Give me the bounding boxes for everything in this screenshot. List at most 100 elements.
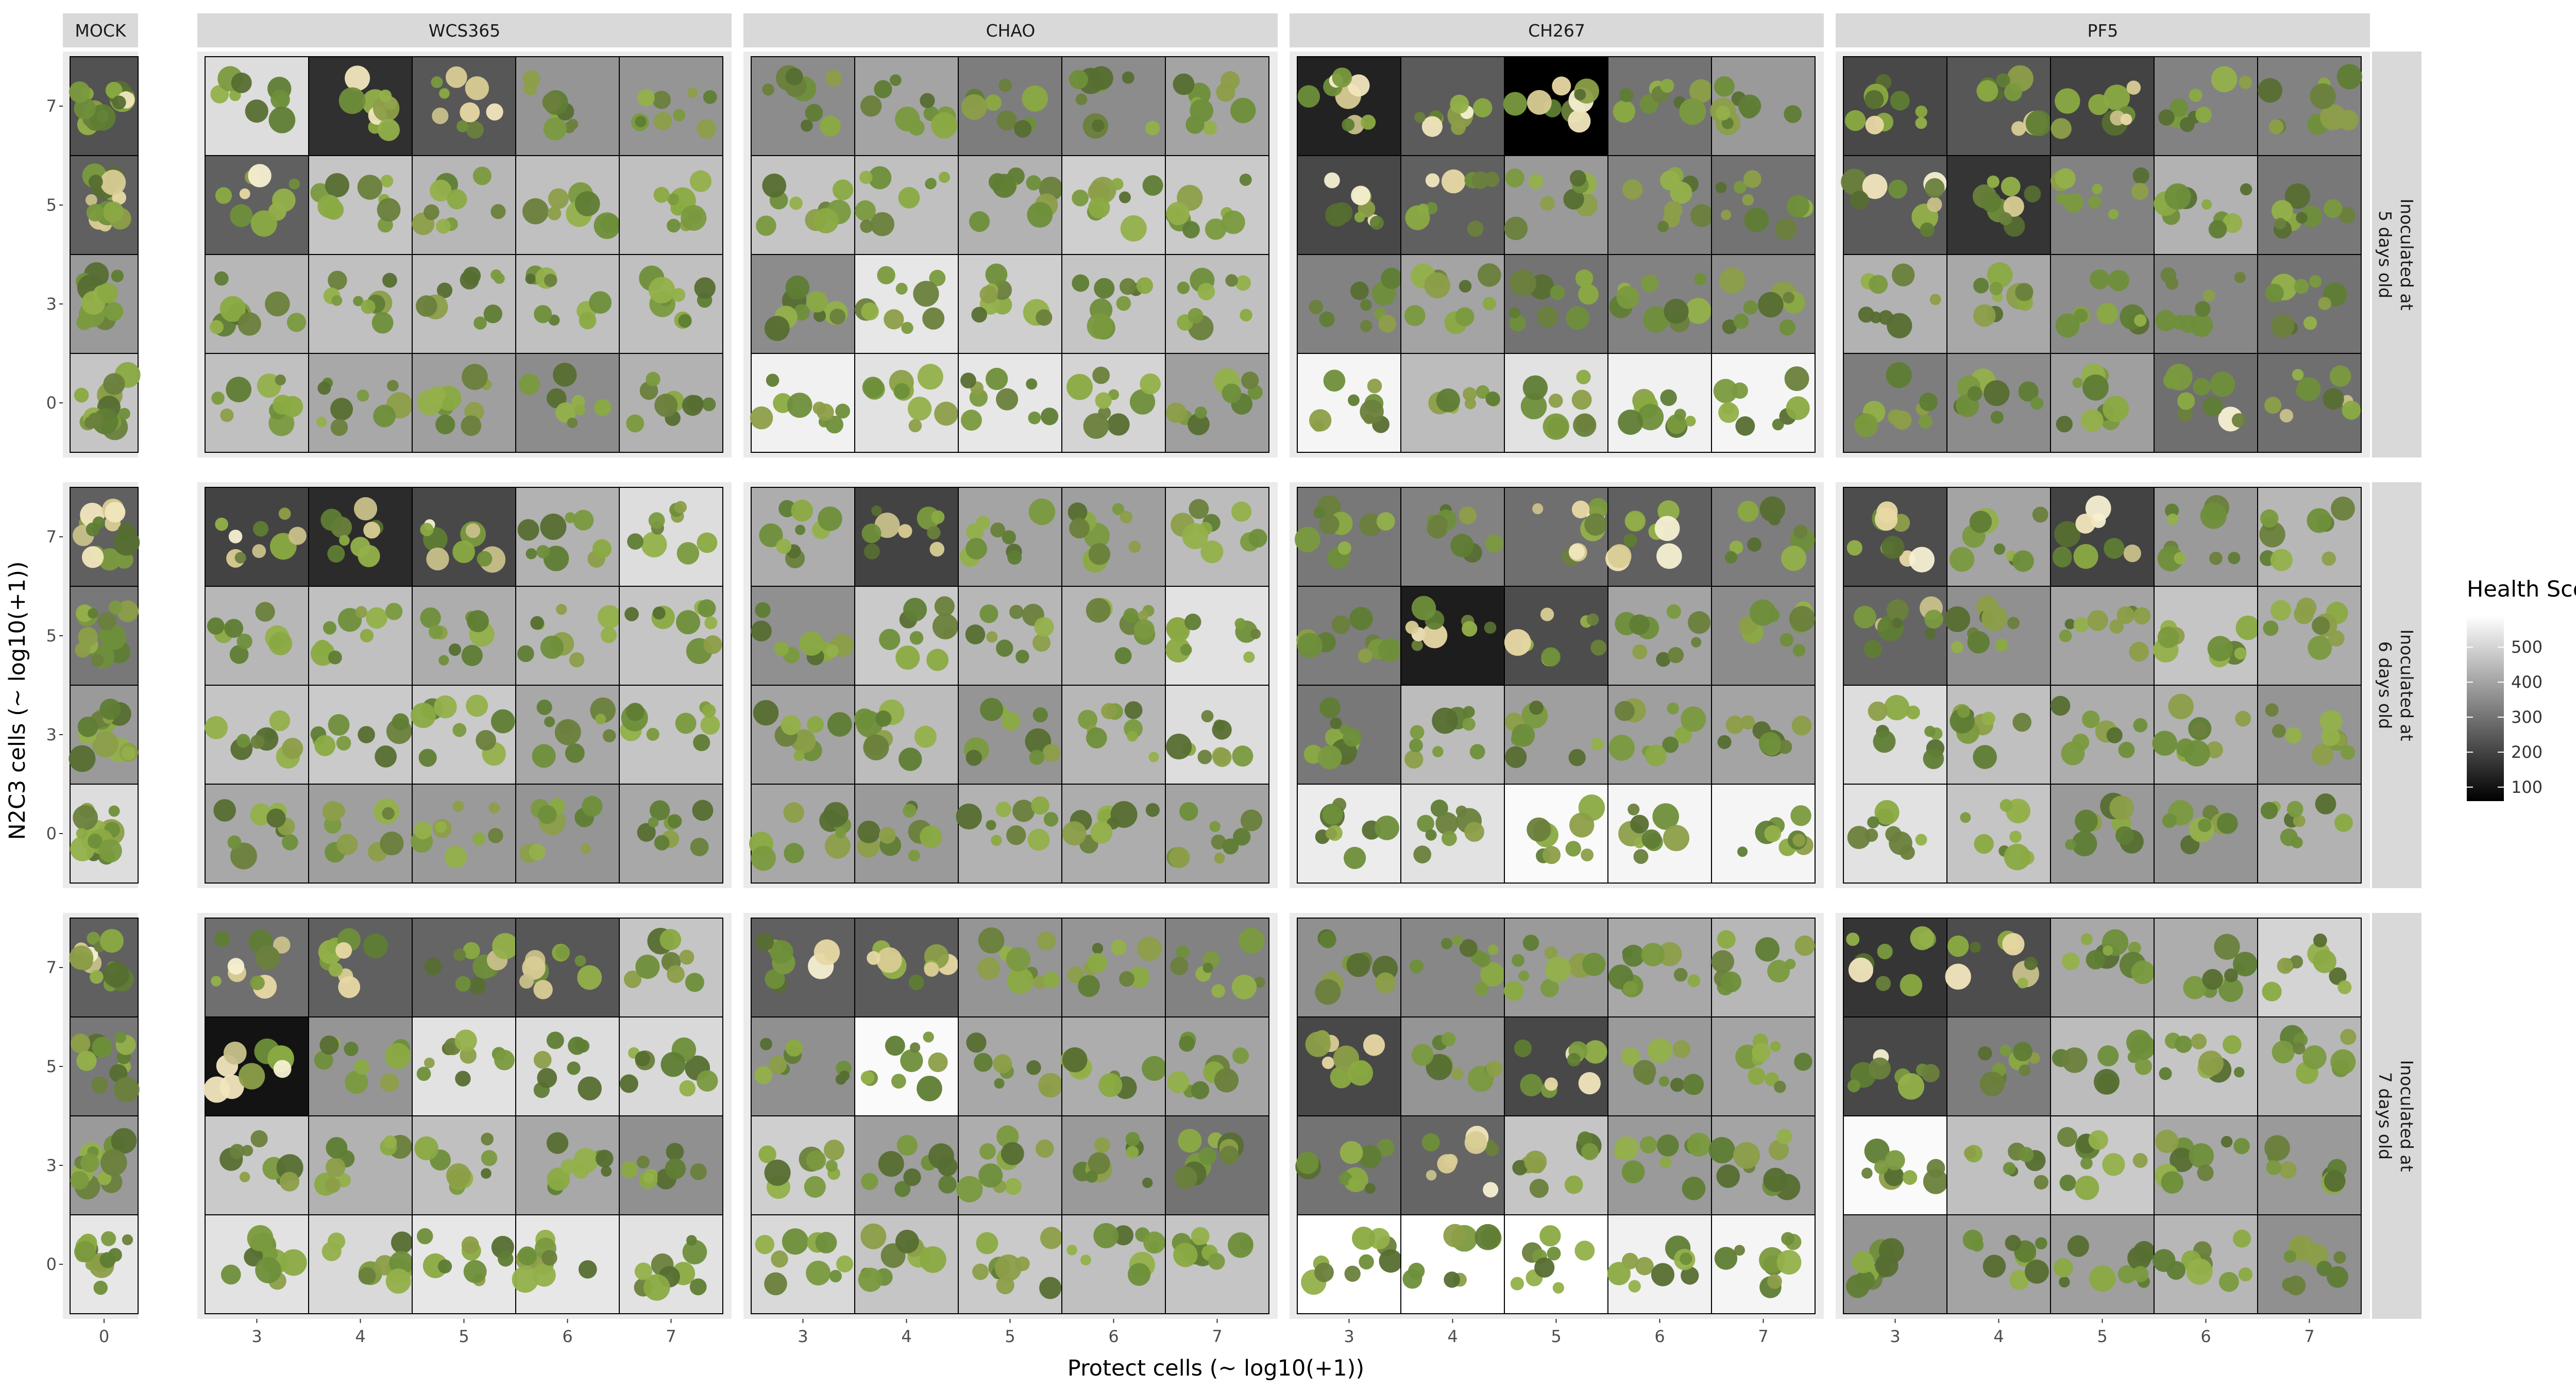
seedling-dot — [1319, 931, 1336, 948]
seedling-dot — [1484, 621, 1497, 634]
seedling-dot — [97, 612, 116, 631]
seedling-dot — [2018, 381, 2039, 402]
seedling-dot — [2279, 409, 2294, 423]
x-tick-label: 4 — [1993, 1327, 2004, 1346]
seedling-dot — [424, 958, 442, 976]
seedling-dot — [1477, 263, 1501, 287]
seedling-dot — [573, 510, 594, 531]
seedling-dot — [1999, 799, 2013, 812]
seedling-dot — [1233, 828, 1251, 846]
seedling-dot — [1354, 212, 1365, 223]
seedling-dot — [1417, 203, 1429, 215]
seedling-dot — [1185, 115, 1205, 134]
seedling-dot — [637, 89, 655, 107]
seedling-dot — [522, 198, 549, 225]
seedling-dot — [1527, 817, 1551, 842]
seedling-dot — [387, 380, 399, 392]
seedling-dot — [74, 387, 89, 403]
seedling-dot — [601, 1166, 612, 1177]
seedling-dot — [895, 645, 920, 670]
seedling-dot — [1088, 196, 1110, 218]
seedling-dot — [1026, 378, 1038, 390]
y-tick-label: 5 — [46, 626, 57, 646]
seedling-dot — [824, 833, 851, 859]
seedling-dot — [2341, 745, 2355, 760]
seedling-dot — [455, 976, 471, 992]
seedling-dot — [325, 1177, 341, 1193]
seedling-dot — [1369, 215, 1384, 230]
seedling-dot — [1673, 968, 1688, 982]
seedling-dot — [1426, 1054, 1452, 1080]
seedling-dot — [1717, 930, 1736, 949]
seedling-dot — [620, 1161, 638, 1179]
seedling-dot — [2004, 843, 2031, 871]
seedling-dot — [994, 1078, 1005, 1089]
seedling-dot — [556, 604, 567, 615]
seedling-dot — [1228, 1232, 1253, 1258]
seedling-dot — [900, 1049, 923, 1072]
seedling-dot — [87, 834, 103, 849]
seedling-dot — [211, 391, 225, 405]
seedling-dot — [91, 654, 104, 667]
seedling-dot — [1409, 738, 1423, 753]
seedling-dot — [1869, 275, 1888, 294]
seedling-dot — [1584, 513, 1607, 536]
seedling-dot — [859, 171, 873, 184]
seedling-dot — [2323, 388, 2344, 410]
seedling-dot — [648, 817, 659, 828]
seedling-dot — [2096, 303, 2118, 325]
seedling-dot — [69, 745, 96, 772]
seedling-dot — [2025, 1259, 2049, 1284]
seedling-dot — [1846, 1274, 1870, 1298]
seedling-dot — [1488, 944, 1499, 955]
seedling-dot — [1037, 931, 1056, 951]
seedling-dot — [1613, 100, 1636, 123]
seedling-dot — [1032, 707, 1048, 723]
seedling-dot — [755, 602, 771, 618]
seedling-dot — [2201, 199, 2212, 210]
seedling-dot — [1847, 1079, 1860, 1093]
seedling-dot — [2191, 1033, 2207, 1049]
seedling-dot — [2195, 106, 2212, 123]
seedling-dot — [825, 415, 843, 434]
seedling-dot — [654, 394, 678, 417]
seedling-dot — [2294, 604, 2314, 624]
seedling-dot — [896, 1134, 918, 1156]
seedling-dot — [939, 172, 950, 183]
seedling-dot — [2231, 413, 2246, 428]
seedling-dot — [1014, 120, 1032, 138]
seedling-dot — [1409, 959, 1423, 974]
seedling-dot — [1469, 744, 1485, 760]
seedling-dot — [1886, 599, 1909, 622]
seedling-dot — [1083, 413, 1109, 439]
seedling-dot — [681, 205, 707, 231]
seedling-dot — [1212, 720, 1232, 740]
seedling-dot — [703, 635, 722, 654]
seedling-dot — [2064, 619, 2076, 630]
seedling-dot — [807, 716, 824, 733]
seedling-dot — [414, 821, 432, 840]
seedling-dot — [1167, 1071, 1190, 1093]
seedling-dot — [230, 842, 257, 870]
seedling-dot — [1240, 309, 1252, 321]
seedling-dot — [702, 704, 716, 718]
seedling-dot — [908, 850, 920, 862]
seedling-dot — [1915, 117, 1927, 129]
heatmap-cell — [308, 1115, 413, 1215]
seedling-dot — [461, 415, 482, 436]
seedling-dot — [2015, 283, 2033, 301]
seedling-dot — [392, 713, 410, 731]
seedling-dot — [1330, 1066, 1352, 1089]
facet-label-ch267: CH267 — [1528, 21, 1585, 41]
seedling-dot — [785, 275, 810, 300]
seedling-dot — [1347, 1060, 1373, 1086]
seedling-dot — [1125, 1132, 1140, 1147]
seedling-dot — [1767, 960, 1790, 983]
seedling-dot — [1405, 620, 1419, 634]
seedling-dot — [2279, 1161, 2297, 1179]
seedling-dot — [1483, 1182, 1499, 1198]
seedling-dot — [908, 419, 922, 433]
seedling-dot — [648, 512, 665, 529]
seedling-dot — [1656, 1134, 1679, 1157]
seedling-dot — [1111, 939, 1127, 956]
